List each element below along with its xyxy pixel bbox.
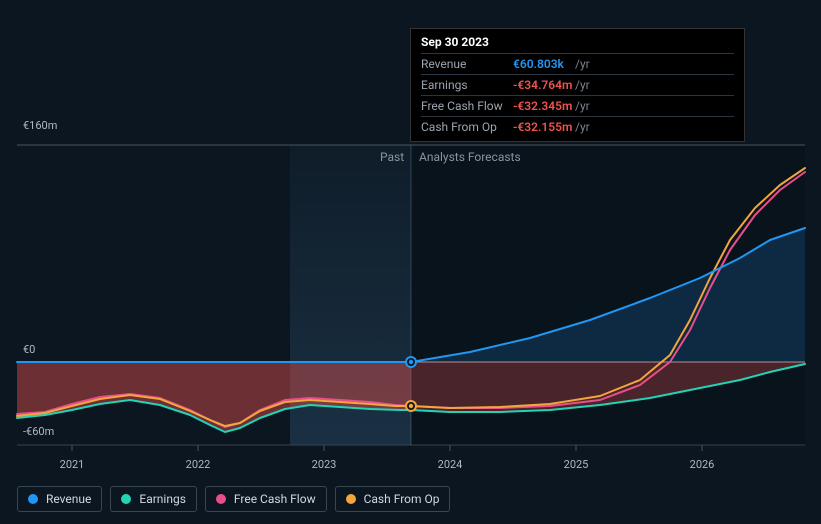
legend-item-earnings[interactable]: Earnings (110, 486, 197, 512)
y-axis-label: €0 (23, 343, 35, 356)
y-axis-label: -€60m (23, 425, 54, 438)
x-axis-label: 2022 (186, 458, 211, 471)
tooltip-row: Cash From Op-€32.155m/yr (421, 116, 734, 137)
tooltip-row: Revenue€60.803k/yr (421, 53, 734, 74)
chart-tooltip: Sep 30 2023 Revenue€60.803k/yrEarnings-€… (410, 28, 745, 142)
tooltip-suffix: /yr (575, 78, 590, 92)
tooltip-metric-label: Cash From Op (421, 120, 513, 134)
legend-label: Revenue (46, 492, 91, 506)
legend-swatch (121, 494, 131, 504)
x-axis-label: 2026 (690, 458, 715, 471)
tooltip-metric-value: -€34.764m (513, 78, 575, 92)
legend-swatch (346, 494, 356, 504)
legend-item-free-cash-flow[interactable]: Free Cash Flow (205, 486, 327, 512)
tooltip-metric-label: Revenue (421, 57, 513, 71)
legend-item-cash-from-op[interactable]: Cash From Op (335, 486, 451, 512)
tooltip-suffix: /yr (575, 99, 590, 113)
tooltip-metric-value: €60.803k (513, 57, 575, 71)
tooltip-suffix: /yr (575, 120, 590, 134)
legend-label: Earnings (139, 492, 186, 506)
legend-swatch (28, 494, 38, 504)
x-axis-label: 2021 (60, 458, 85, 471)
tooltip-row: Free Cash Flow-€32.345m/yr (421, 95, 734, 116)
legend-swatch (216, 494, 226, 504)
legend-label: Cash From Op (364, 492, 440, 506)
x-axis-label: 2025 (564, 458, 589, 471)
legend-item-revenue[interactable]: Revenue (17, 486, 102, 512)
tooltip-metric-label: Free Cash Flow (421, 99, 513, 113)
tooltip-metric-value: -€32.345m (513, 99, 575, 113)
legend-label: Free Cash Flow (234, 492, 316, 506)
past-label: Past (380, 150, 404, 164)
x-axis-label: 2024 (438, 458, 463, 471)
tooltip-date: Sep 30 2023 (421, 33, 734, 53)
chart-legend: Revenue Earnings Free Cash Flow Cash From O… (17, 486, 450, 512)
tooltip-metric-value: -€32.155m (513, 120, 575, 134)
x-axis-label: 2023 (312, 458, 337, 471)
y-axis-label: €160m (23, 119, 57, 132)
tooltip-suffix: /yr (575, 57, 590, 71)
tooltip-metric-label: Earnings (421, 78, 513, 92)
tooltip-row: Earnings-€34.764m/yr (421, 74, 734, 95)
forecast-label: Analysts Forecasts (419, 150, 521, 164)
financial-forecast-chart: Sep 30 2023 Revenue€60.803k/yrEarnings-€… (0, 0, 821, 524)
